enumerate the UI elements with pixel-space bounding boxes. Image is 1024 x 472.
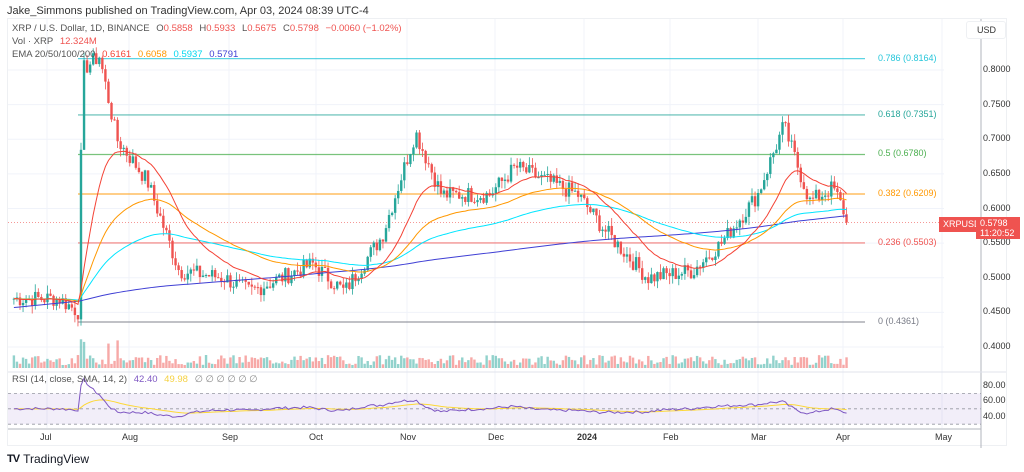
high-label: H bbox=[199, 23, 207, 34]
low-label: L bbox=[241, 23, 248, 34]
rsi-tick: 40.00 bbox=[983, 410, 1006, 421]
ema-label: EMA 20/50/100/200 bbox=[12, 49, 96, 60]
ohlc-open: O0.5858 bbox=[156, 23, 192, 34]
high-value: 0.5933 bbox=[206, 23, 236, 34]
last-price: 0.5798 bbox=[980, 218, 1008, 228]
rsi-empty-values: ∅ ∅ ∅ ∅ ∅ ∅ bbox=[194, 374, 258, 385]
price-tick: 0.7500 bbox=[983, 98, 1011, 109]
time-tick: Nov bbox=[400, 432, 417, 442]
volume-value: 12.324M bbox=[59, 36, 97, 47]
ema20-value: 0.6161 bbox=[102, 49, 132, 60]
close-label: C bbox=[282, 23, 290, 34]
open-label: O bbox=[156, 23, 164, 34]
ema50-value: 0.6058 bbox=[137, 49, 167, 60]
price-tick: 0.4500 bbox=[983, 306, 1011, 317]
price-tick: 0.8000 bbox=[983, 64, 1011, 74]
bar-countdown: 11:20:52 bbox=[980, 228, 1015, 238]
time-tick: Sep bbox=[222, 432, 239, 442]
low-value: 0.5675 bbox=[247, 23, 277, 34]
symbol-legend: XRP / U.S. Dollar, 1D, BINANCE O0.5858 H… bbox=[12, 23, 406, 34]
tradingview-logo[interactable]: TV TradingView bbox=[7, 452, 89, 466]
tv-logo-icon: TV bbox=[7, 453, 20, 465]
time-tick: May bbox=[935, 432, 953, 442]
symbol-price-tag: XRPUSD bbox=[939, 217, 985, 232]
symbol-name: XRP / U.S. Dollar, 1D, BINANCE bbox=[12, 23, 150, 34]
ema-legend: EMA 20/50/100/200 0.6161 0.6058 0.5937 0… bbox=[12, 49, 242, 60]
ema200-value: 0.5791 bbox=[209, 49, 239, 60]
fib-level-label: 0.5 (0.6780) bbox=[878, 148, 927, 159]
publisher-line: Jake_Simmons published on TradingView.co… bbox=[7, 5, 369, 17]
ohlc-high: H0.5933 bbox=[199, 23, 235, 34]
fib-level-label: 0.618 (0.7351) bbox=[878, 108, 937, 119]
volume-legend: Vol · XRP 12.324M bbox=[12, 36, 101, 47]
time-tick: Mar bbox=[751, 432, 767, 442]
last-price-tag: 0.5798 11:20:52 bbox=[976, 217, 1020, 239]
price-tick: 0.7000 bbox=[983, 133, 1011, 144]
time-tick: Jul bbox=[40, 432, 52, 442]
price-tick: 0.6000 bbox=[983, 202, 1011, 213]
time-tick: Apr bbox=[836, 432, 851, 442]
brand-name: TradingView bbox=[23, 452, 90, 466]
price-tick: 0.6500 bbox=[983, 167, 1011, 178]
ohlc-close: C0.5798 bbox=[283, 23, 319, 34]
price-tick: 0.4000 bbox=[983, 341, 1011, 351]
rsi-tick: 60.00 bbox=[983, 395, 1006, 406]
ema100-value: 0.5937 bbox=[173, 49, 203, 60]
ohlc-low: L0.5675 bbox=[242, 23, 276, 34]
rsi-value: 42.40 bbox=[133, 374, 158, 385]
rsi-legend: RSI (14, close, SMA, 14, 2) 42.40 49.98 … bbox=[12, 374, 261, 385]
price-tick: 0.5000 bbox=[983, 271, 1011, 282]
close-value: 0.5798 bbox=[289, 23, 319, 34]
fib-level-label: 0.786 (0.8164) bbox=[878, 52, 937, 63]
fib-level-label: 0 (0.4361) bbox=[878, 316, 920, 326]
time-tick: Oct bbox=[309, 432, 324, 442]
time-tick: Dec bbox=[488, 432, 505, 442]
price-tick: 0.5500 bbox=[983, 237, 1011, 248]
open-value: 0.5858 bbox=[163, 23, 193, 34]
rsi-label: RSI (14, close, SMA, 14, 2) bbox=[12, 374, 128, 385]
time-tick: 2024 bbox=[577, 432, 598, 442]
time-tick: Aug bbox=[122, 432, 139, 442]
fib-level-label: 0.382 (0.6209) bbox=[878, 188, 937, 199]
rsi-sma-value: 49.98 bbox=[164, 374, 188, 385]
currency-button[interactable]: USD bbox=[966, 21, 1006, 39]
time-tick: Feb bbox=[663, 432, 679, 442]
fib-level-label: 0.236 (0.5503) bbox=[878, 236, 937, 247]
volume-label: Vol · XRP bbox=[12, 36, 54, 47]
change-value: −0.0060 (−1.02%) bbox=[325, 23, 402, 34]
rsi-tick: 80.00 bbox=[983, 379, 1006, 390]
